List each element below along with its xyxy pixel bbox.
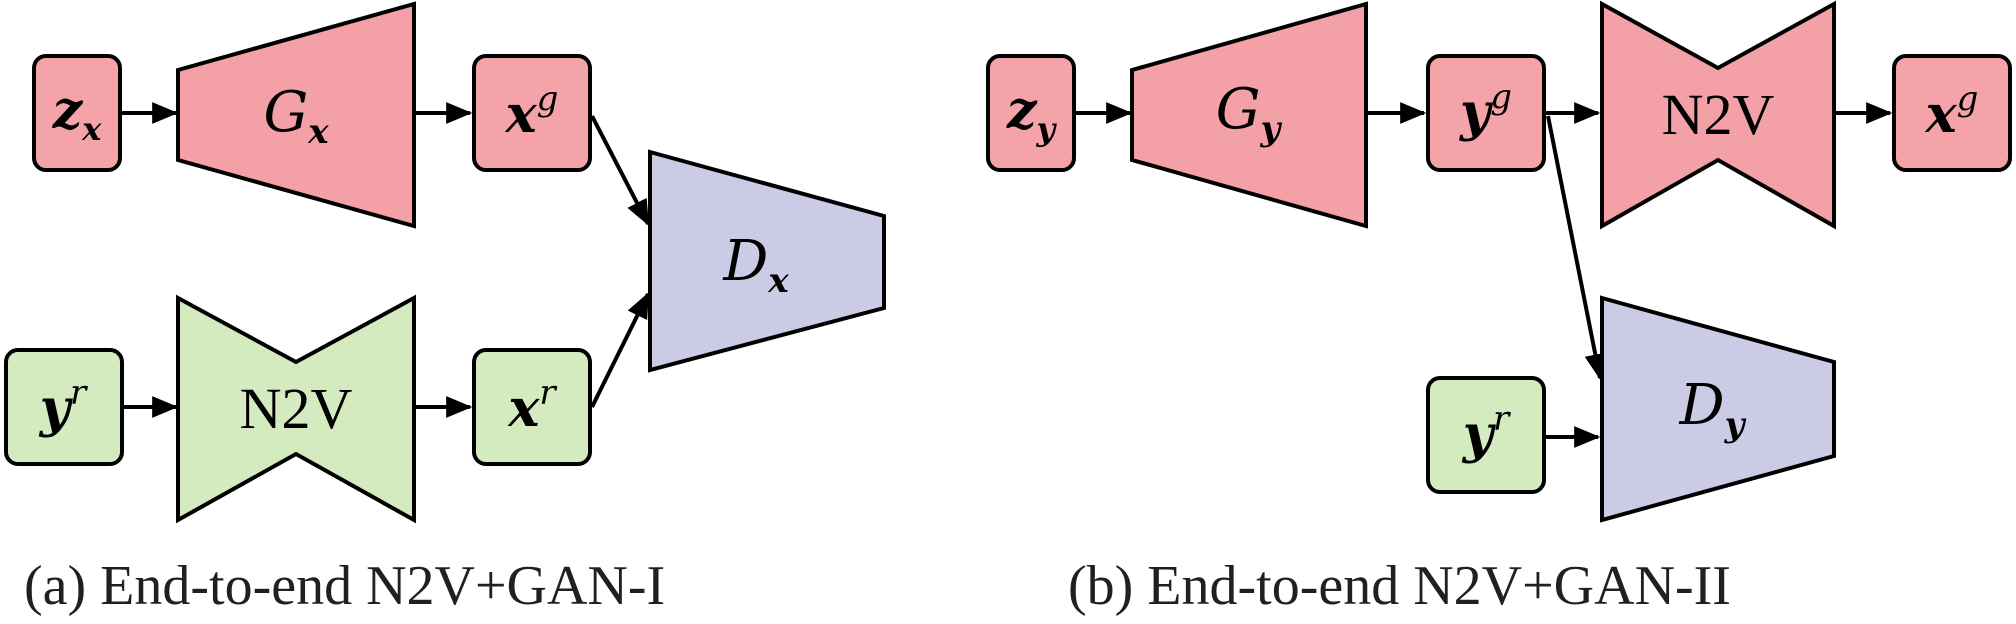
node-yr-label: yr [39, 373, 88, 439]
edge-xr-dx [590, 292, 650, 408]
node-xr-label: xr [507, 373, 557, 439]
discriminator-dx [648, 149, 886, 373]
generator-gx [176, 1, 416, 229]
node-yg-label: yg [1459, 77, 1512, 143]
discriminator-dx-label: Dx [722, 229, 789, 301]
edge-yg-dy [1546, 115, 1606, 381]
generator-gy-label: Gy [1216, 77, 1283, 149]
node-zx [32, 54, 122, 172]
node-yg [1426, 54, 1546, 172]
node-xg-label: xg [505, 79, 559, 145]
node-yr [4, 348, 124, 466]
caption-b: (b) End-to-end N2V+GAN-II [1068, 555, 1731, 617]
node-zy-label: zy [1006, 80, 1058, 148]
node-zx-label: zx [52, 80, 103, 148]
edge-xg-dx [590, 115, 650, 226]
panel-a: zx Gx xg yr N2V xr Dx (a) End-to-end N2V… [4, 1, 886, 617]
node-zy [986, 54, 1076, 172]
caption-a: (a) End-to-end N2V+GAN-I [24, 555, 665, 617]
discriminator-dy [1600, 295, 1836, 523]
n2v-network [1600, 0, 1836, 230]
node-xg [472, 54, 592, 172]
discriminator-dy-label: Dy [1679, 373, 1747, 445]
generator-gx-label: Gx [263, 80, 329, 152]
n2v-label: N2V [240, 376, 353, 441]
node-xg-label: xg [1925, 79, 1979, 145]
node-yr-label: yr [1462, 399, 1511, 465]
generator-gy [1130, 1, 1368, 229]
node-yr [1426, 376, 1546, 494]
node-xr [472, 348, 592, 466]
node-xg [1892, 54, 2012, 172]
n2v-label: N2V [1662, 82, 1775, 147]
n2v-network [176, 294, 416, 524]
panel-b: zy Gy yg N2V xg yr Dy (b) End-to-end N2V… [986, 0, 2012, 617]
